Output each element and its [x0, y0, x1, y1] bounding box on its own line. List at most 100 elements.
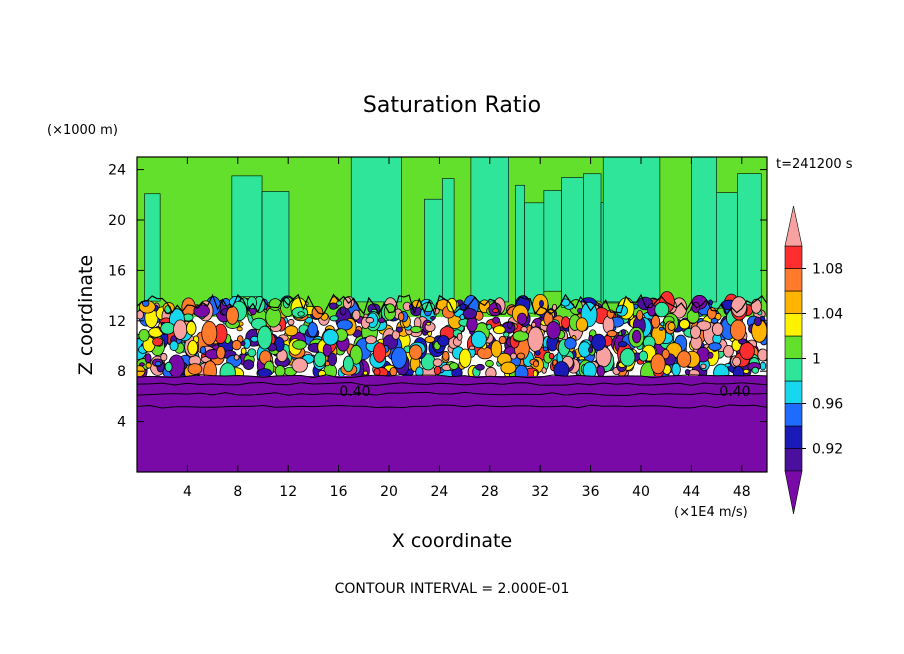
turbulent-cell	[636, 309, 644, 321]
turbulent-cell	[437, 335, 450, 347]
colorbar-segment	[784, 403, 803, 427]
turbulent-cell	[706, 306, 717, 320]
turbulent-cell	[486, 323, 493, 330]
turbulent-cell	[144, 353, 152, 364]
x-tick-label: 4	[183, 484, 192, 500]
turbulent-cell	[671, 362, 681, 377]
colorbar-segment	[784, 380, 803, 404]
x-tick-label: 16	[330, 484, 348, 500]
turbulent-cell	[216, 346, 226, 360]
turbulent-cell	[292, 339, 307, 350]
turbulent-cell	[542, 346, 548, 352]
turbulent-band	[137, 291, 767, 386]
turbulent-cell	[336, 300, 343, 306]
turbulent-cell	[137, 310, 144, 320]
turbulent-cell	[667, 322, 676, 331]
chart-title: Saturation Ratio	[363, 93, 541, 118]
turbulent-cell	[233, 354, 240, 361]
turbulent-cell	[498, 335, 507, 345]
turbulent-cell	[546, 321, 561, 340]
turbulent-cell	[352, 309, 361, 321]
x-tick-label: 20	[380, 484, 398, 500]
turbulent-cell	[424, 336, 436, 344]
turbulent-cell	[575, 317, 588, 332]
saturation-streak	[737, 173, 762, 305]
turbulent-cell	[551, 303, 558, 311]
y-tick-label: 24	[108, 163, 126, 179]
turbulent-cell	[365, 335, 377, 345]
contour-label-left: 0.40	[339, 384, 370, 400]
saturation-streak	[583, 173, 602, 302]
turbulent-cell	[510, 352, 517, 360]
turbulent-cell	[588, 346, 594, 354]
turbulent-cell	[433, 365, 442, 375]
turbulent-cell	[442, 350, 450, 361]
turbulent-cell	[430, 316, 436, 320]
plot-frame	[136, 156, 768, 473]
turbulent-cell	[485, 359, 494, 368]
turbulent-cell	[169, 340, 179, 352]
colorbar-segment	[784, 245, 803, 269]
contour-interval-footer: CONTOUR INTERVAL = 2.000E-01	[335, 581, 570, 597]
turbulent-cell	[145, 362, 152, 369]
colorbar-label: 1.08	[812, 262, 843, 278]
colorbar-segment	[784, 448, 803, 472]
turbulent-cell	[240, 347, 247, 355]
x-axis-label: X coordinate	[392, 530, 512, 552]
y-tick-label: 20	[108, 213, 126, 229]
turbulent-cell	[389, 367, 398, 377]
turbulent-cell	[231, 339, 242, 351]
colorbar-segment	[784, 290, 803, 314]
turbulent-cell	[257, 325, 273, 350]
turbulent-cell	[532, 360, 539, 368]
turbulent-cell	[475, 363, 485, 371]
x-tick-label: 24	[430, 484, 448, 500]
turbulent-cell	[750, 298, 762, 314]
turbulent-cell	[492, 316, 500, 324]
turbulent-cell	[328, 302, 338, 310]
y-axis-label: Z coordinate	[75, 255, 97, 375]
saturation-slab	[470, 157, 509, 303]
turbulent-cell	[729, 319, 747, 341]
turbulent-cell	[160, 322, 176, 335]
colorbar-segment	[784, 358, 803, 382]
turbulent-cell	[373, 367, 381, 376]
turbulent-cell	[391, 330, 400, 340]
turbulent-cell	[187, 340, 199, 356]
saturation-streak	[144, 193, 161, 302]
turbulent-cell	[152, 337, 163, 347]
turbulent-cell	[535, 350, 541, 356]
turbulent-cell	[141, 299, 150, 307]
turbulent-cell	[193, 304, 210, 318]
turbulent-cell	[313, 351, 327, 368]
turbulent-cell	[240, 340, 246, 347]
turbulent-cell	[696, 320, 712, 331]
y-tick-label: 4	[117, 415, 126, 431]
turbulent-cell	[186, 320, 197, 336]
y-tick-label: 12	[108, 314, 126, 330]
turbulent-cell	[619, 348, 636, 367]
turbulent-cell	[751, 366, 760, 374]
turbulent-cell	[187, 363, 203, 375]
turbulent-cell	[160, 352, 168, 362]
colorbar-segment	[784, 335, 803, 359]
turbulent-cell	[173, 319, 188, 340]
turbulent-cell	[342, 296, 352, 310]
turbulent-cell	[470, 330, 487, 349]
turbulent-cell	[391, 346, 408, 369]
y-tick-label: 8	[117, 364, 126, 380]
colorbar-segment	[784, 313, 803, 337]
turbulent-cell	[432, 358, 443, 367]
time-label: t=241200 s	[776, 157, 853, 172]
turbulent-cell	[446, 297, 458, 313]
turbulent-cell	[201, 320, 218, 346]
turbulent-cell	[307, 321, 319, 338]
turbulent-cell	[710, 318, 719, 324]
turbulent-cell	[409, 344, 423, 360]
turbulent-cell	[638, 350, 649, 362]
x-axis: 4 8 12 16 20 24 28 32 36 40 44 48	[183, 157, 751, 500]
x-tick-label: 48	[733, 484, 751, 500]
turbulent-cell	[415, 366, 424, 378]
turbulent-cell	[700, 363, 707, 370]
turbulent-cell	[676, 350, 692, 368]
